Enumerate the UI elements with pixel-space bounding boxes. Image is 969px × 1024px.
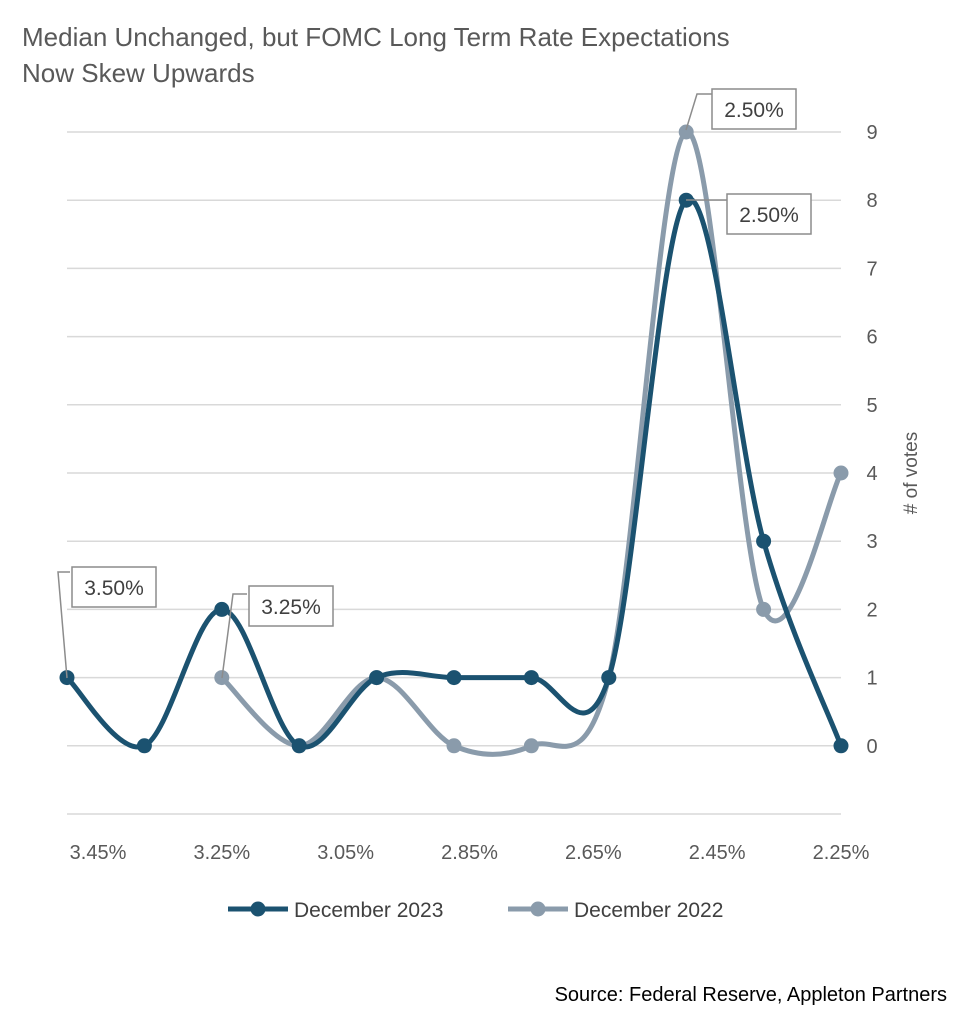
data-point-december-2022 (523, 738, 539, 754)
gridlines (67, 131, 841, 815)
y-axis-title: # of votes (901, 432, 922, 514)
y-tick-label: 1 (866, 668, 877, 690)
x-tick-label: 2.45% (689, 842, 746, 864)
chart-subtitle: Now Skew Upwards (22, 58, 255, 88)
callout-box (726, 193, 812, 235)
y-tick-label: 5 (866, 395, 877, 417)
callout-label: 2.50% (724, 99, 784, 122)
y-tick-label: 0 (866, 736, 877, 758)
callout-label: 3.50% (84, 577, 144, 600)
x-tick-label: 2.85% (441, 842, 498, 864)
data-point-december-2023 (214, 601, 230, 617)
x-tick-label: 2.65% (565, 842, 622, 864)
callout-leader-line (221, 593, 247, 679)
y-axis-ticks: 0 1 2 3 4 5 6 7 8 9 (866, 122, 877, 758)
legend-swatch-marker-december-2022 (530, 901, 546, 917)
data-point-december-2023 (136, 738, 152, 754)
legend: December 2023 December 2022 (228, 899, 723, 922)
y-tick-label: 9 (866, 122, 877, 144)
legend-label-december-2023: December 2023 (294, 899, 443, 922)
data-point-december-2022 (833, 465, 849, 481)
data-point-december-2022 (678, 124, 694, 140)
data-point-december-2023 (756, 533, 772, 549)
callout-box (71, 566, 157, 608)
source-note: Source: Federal Reserve, Appleton Partne… (554, 984, 947, 1006)
callout-label: 3.25% (261, 596, 321, 619)
callout-leader-line (685, 93, 712, 131)
callout-box (711, 88, 797, 130)
x-tick-label: 3.25% (193, 842, 250, 864)
y-tick-label: 8 (866, 190, 877, 212)
legend-label-december-2022: December 2022 (574, 899, 723, 922)
data-point-december-2023 (523, 670, 539, 686)
data-callouts: 3.50% 3.25% 2.50% 2.50% (57, 88, 812, 679)
y-tick-label: 3 (866, 531, 877, 553)
y-tick-label: 4 (866, 463, 877, 485)
y-tick-label: 7 (866, 258, 877, 280)
x-tick-label: 3.45% (70, 842, 127, 864)
data-point-december-2023 (369, 670, 385, 686)
callout-leader-line (57, 571, 70, 679)
x-axis-ticks: 3.45% 3.25% 3.05% 2.85% 2.65% 2.45% 2.25% (70, 842, 870, 864)
x-tick-label: 2.25% (813, 842, 870, 864)
y-tick-label: 6 (866, 327, 877, 349)
series-lines (59, 124, 849, 757)
data-point-december-2023 (446, 670, 462, 686)
data-point-december-2023 (833, 738, 849, 754)
data-point-december-2023 (601, 670, 617, 686)
data-point-december-2023 (291, 738, 307, 754)
callout-label: 2.50% (739, 204, 799, 227)
chart-title: Median Unchanged, but FOMC Long Term Rat… (22, 22, 730, 52)
callout-box (248, 585, 334, 627)
legend-swatch-marker-december-2023 (250, 901, 266, 917)
data-point-december-2022 (756, 601, 772, 617)
y-tick-label: 2 (866, 599, 877, 621)
x-tick-label: 3.05% (317, 842, 374, 864)
data-point-december-2022 (446, 738, 462, 754)
